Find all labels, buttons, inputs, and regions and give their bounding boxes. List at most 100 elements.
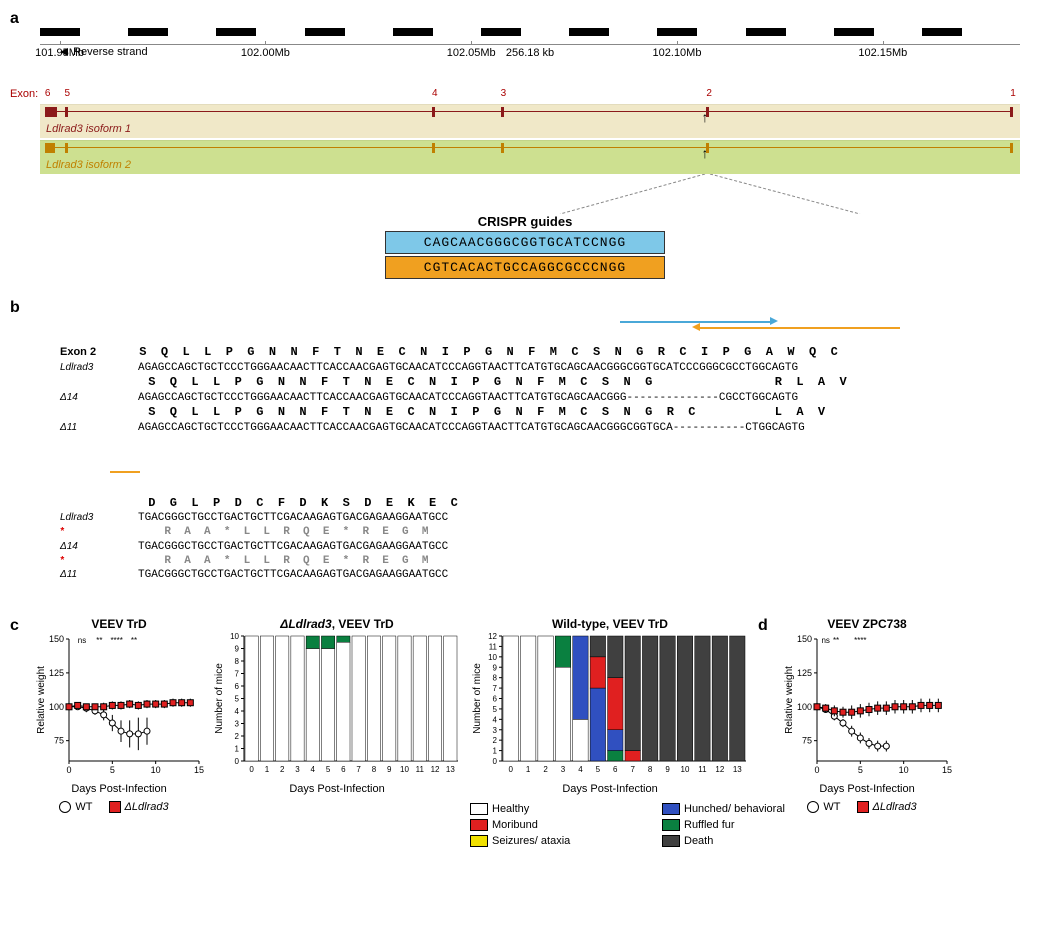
weight-trd-legend: WT ΔLdlrad3 (34, 801, 204, 813)
exon-row-label: Exon: (10, 88, 38, 100)
crispr-guides-box: CRISPR guides CAGCAACGGGCGGTGCATCCNGG CG… (385, 214, 665, 279)
svg-text:11: 11 (416, 765, 425, 774)
svg-text:9: 9 (387, 765, 392, 774)
svg-text:100: 100 (797, 702, 812, 712)
svg-text:4: 4 (235, 707, 240, 716)
chart-weight-trd-xlabel: Days Post-Infection (34, 783, 204, 795)
isoform-1-track: Ldlrad3 isoform 1 ↑ (40, 104, 1020, 138)
svg-text:2: 2 (543, 765, 548, 774)
svg-text:5: 5 (596, 765, 601, 774)
panel-c-label: c (10, 617, 19, 634)
guide-arrow-orange (700, 327, 900, 329)
chart-clinical-ko-title: ΔLdlrad3, VEEV TrD (212, 617, 462, 631)
chart-clinical-ko-xlabel: Days Post-Infection (212, 783, 462, 795)
svg-text:13: 13 (446, 765, 455, 774)
svg-text:5: 5 (493, 705, 498, 714)
svg-text:3: 3 (493, 726, 498, 735)
wt-marker-icon (59, 801, 71, 813)
svg-text:ns: ns (78, 636, 86, 645)
isoform-1-label: Ldlrad3 isoform 1 (46, 123, 131, 135)
svg-text:5: 5 (110, 765, 115, 775)
svg-text:10: 10 (899, 765, 909, 775)
svg-text:100: 100 (49, 702, 64, 712)
exon-number-row: Exon: 654321 (40, 88, 1020, 102)
svg-text:125: 125 (797, 668, 812, 678)
svg-text:3: 3 (561, 765, 566, 774)
svg-text:8: 8 (235, 657, 240, 666)
svg-text:4: 4 (493, 715, 498, 724)
crispr-guide-2: CGTCACACTGCCAGGCGCCCNGG (385, 256, 665, 279)
panel-a-label: a (10, 10, 19, 27)
guide-arrows (60, 317, 1040, 331)
chart-weight-zpc-title: VEEV ZPC738 (782, 617, 952, 631)
crispr-guide-1: CAGCAACGGGCGGTGCATCCNGG (385, 231, 665, 254)
chart-clinical-wt: Wild-type, VEEV TrD 0123456789101112Numb… (470, 617, 750, 847)
svg-text:ns: ns (821, 636, 829, 645)
svg-text:Relative weight: Relative weight (784, 666, 795, 734)
weight-zpc-legend: WT ΔLdlrad3 (782, 801, 952, 813)
svg-text:0: 0 (493, 757, 498, 766)
chart-weight-zpc: VEEV ZPC738 75100125150051015Relative we… (782, 617, 952, 847)
isoform-2-track: Ldlrad3 isoform 2 ↑ (40, 140, 1020, 174)
svg-text:****: **** (110, 636, 122, 645)
svg-text:9: 9 (235, 644, 240, 653)
svg-text:9: 9 (493, 663, 498, 672)
svg-text:13: 13 (733, 765, 742, 774)
svg-text:12: 12 (715, 765, 724, 774)
svg-text:Relative weight: Relative weight (36, 666, 47, 734)
isoform-2-label: Ldlrad3 isoform 2 (46, 159, 131, 171)
svg-text:75: 75 (802, 736, 812, 746)
svg-text:0: 0 (814, 765, 819, 775)
chart-weight-trd: VEEV TrD 75100125150051015Relative weigh… (34, 617, 204, 847)
svg-text:6: 6 (341, 765, 346, 774)
svg-text:6: 6 (613, 765, 618, 774)
svg-text:1: 1 (526, 765, 531, 774)
svg-text:2: 2 (280, 765, 285, 774)
svg-text:10: 10 (681, 765, 690, 774)
svg-text:5: 5 (235, 694, 240, 703)
svg-text:7: 7 (356, 765, 361, 774)
svg-text:1: 1 (265, 765, 270, 774)
panel-b-label: b (10, 299, 20, 316)
svg-text:****: **** (854, 636, 866, 645)
chart-weight-trd-title: VEEV TrD (34, 617, 204, 631)
guide-arrow-orange-cont (60, 467, 1040, 481)
svg-text:9: 9 (665, 765, 670, 774)
sequence-alignment: Exon 2 S Q L L P G N N F T N E C N I P G… (60, 331, 1040, 449)
svg-text:15: 15 (194, 765, 204, 775)
svg-text:3: 3 (235, 719, 240, 728)
svg-text:2: 2 (493, 736, 498, 745)
svg-text:**: ** (96, 636, 102, 645)
svg-text:6: 6 (493, 694, 498, 703)
svg-text:0: 0 (508, 765, 513, 774)
svg-text:6: 6 (235, 682, 240, 691)
svg-text:125: 125 (49, 668, 64, 678)
svg-text:11: 11 (698, 765, 707, 774)
ko-marker-icon (109, 801, 121, 813)
wt-marker-icon (807, 801, 819, 813)
chart-clinical-ko: ΔLdlrad3, VEEV TrD 012345678910Number of… (212, 617, 462, 847)
svg-text:0: 0 (249, 765, 254, 774)
svg-text:12: 12 (431, 765, 440, 774)
svg-text:10: 10 (230, 632, 239, 641)
svg-text:Number of mice: Number of mice (472, 663, 483, 734)
svg-text:8: 8 (372, 765, 377, 774)
svg-text:1: 1 (235, 744, 240, 753)
svg-text:10: 10 (151, 765, 161, 775)
svg-text:10: 10 (488, 653, 497, 662)
reverse-strand-label: Reverse strand (60, 46, 148, 58)
guide-arrow-orange-tail (110, 471, 140, 473)
panel-a: a 256.18 kb 101.95Mb102.00Mb102.05Mb102.… (10, 10, 1040, 279)
svg-text:11: 11 (489, 642, 498, 651)
sequence-alignment-2: D G L P D C F D K S D E K E C Ldlrad3 TG… (60, 481, 1040, 597)
panel-b: b Exon 2 S Q L L P G N N F T N E C N I P… (10, 299, 1040, 597)
svg-text:**: ** (833, 636, 839, 645)
svg-text:4: 4 (311, 765, 316, 774)
svg-text:150: 150 (797, 634, 812, 644)
svg-text:10: 10 (400, 765, 409, 774)
svg-text:4: 4 (578, 765, 583, 774)
chart-weight-zpc-xlabel: Days Post-Infection (782, 783, 952, 795)
svg-text:0: 0 (66, 765, 71, 775)
panel-d-label: d (758, 617, 768, 634)
svg-text:**: ** (131, 636, 137, 645)
